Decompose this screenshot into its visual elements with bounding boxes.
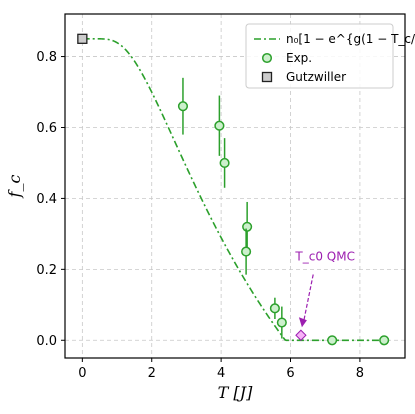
qmc-point: [295, 329, 307, 341]
y-axis-label: f_c: [5, 175, 24, 199]
legend-gutz-label: Gutzwiller: [286, 70, 346, 84]
annotation-arrow: [303, 274, 314, 321]
gutzwiller-point: [77, 33, 88, 44]
legend-fit-label: n₀[1 − e^{g(1 − T_c/T)}]: [286, 32, 415, 46]
legend-gutz-swatch: [261, 71, 273, 83]
legend-exp-swatch: [261, 52, 273, 64]
gutzwiller-group: [77, 33, 88, 44]
y-tick-label: 0.2: [36, 263, 57, 278]
annotation-label: T_c0 QMC: [294, 249, 355, 263]
y-tick-label: 0.0: [36, 334, 57, 349]
exp-points-group: [177, 77, 390, 346]
exp-point: [177, 101, 189, 112]
axis-ticks: 0 2 4 6 8 0.0 0.2 0.4 0.6 0.8: [36, 50, 364, 381]
exp-point: [219, 157, 230, 168]
x-tick-label: 8: [356, 366, 364, 381]
exp-point: [269, 303, 280, 314]
x-tick-label: 6: [286, 366, 294, 381]
annotation-arrowhead: [298, 317, 307, 328]
exp-point: [379, 335, 390, 346]
exp-point: [276, 317, 287, 328]
x-tick-label: 4: [217, 366, 225, 381]
y-tick-label: 0.8: [36, 50, 57, 65]
x-tick-label: 0: [78, 366, 86, 381]
y-tick-label: 0.4: [36, 192, 57, 207]
legend-box: [245, 23, 394, 89]
legend: n₀[1 − e^{g(1 − T_c/T)}] Exp. Gutzwiller: [245, 23, 415, 89]
legend-exp-label: Exp.: [286, 51, 312, 65]
y-tick-label: 0.6: [36, 121, 57, 136]
exp-point: [242, 221, 253, 232]
exp-point: [241, 246, 252, 257]
exp-point: [327, 335, 338, 346]
x-axis-label: T [J]: [218, 383, 253, 402]
plot-frame: [64, 13, 406, 359]
exp-point: [214, 120, 225, 131]
annotation-group: T_c0 QMC: [294, 249, 355, 341]
x-tick-label: 2: [148, 366, 156, 381]
